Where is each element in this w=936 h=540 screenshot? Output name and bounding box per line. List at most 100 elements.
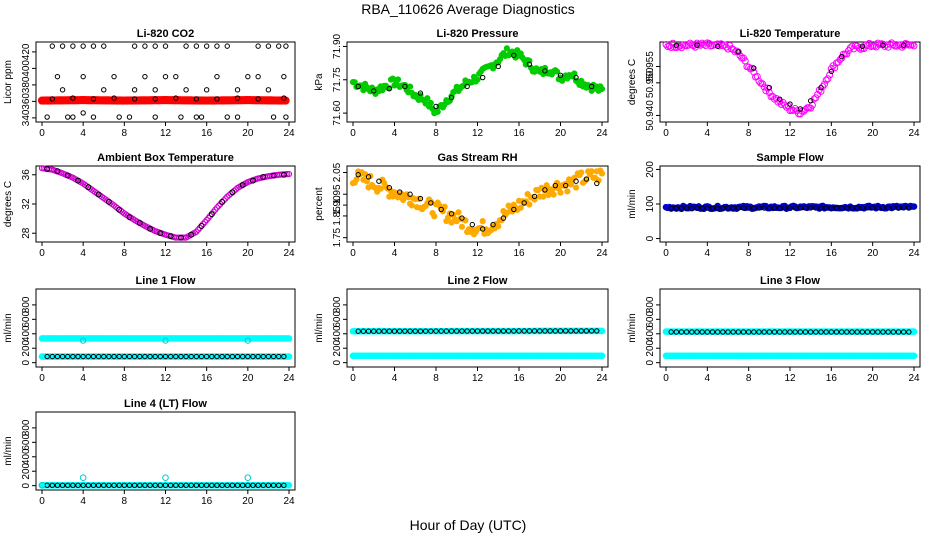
data-point — [428, 328, 434, 334]
data-point — [214, 43, 220, 49]
data-point — [766, 205, 773, 211]
x-tick-label: 8 — [433, 373, 439, 384]
data-point — [885, 329, 891, 335]
data-point — [490, 221, 496, 228]
data-point — [111, 353, 117, 360]
x-tick-label: 20 — [867, 373, 879, 384]
x-tick-label: 16 — [201, 496, 213, 507]
data-point — [178, 234, 184, 241]
data-point — [157, 482, 164, 489]
data-point — [598, 327, 606, 335]
y-tick-label: 400 — [21, 448, 32, 465]
data-point — [162, 337, 169, 344]
data-point — [824, 75, 832, 83]
data-point — [90, 353, 97, 360]
data-point — [386, 328, 393, 334]
data-point — [797, 329, 804, 335]
series-co2-valve-mid — [54, 73, 287, 93]
data-point — [203, 482, 210, 489]
y-tick-label: 36 — [21, 169, 32, 181]
data-point — [417, 90, 424, 96]
data-point — [448, 94, 455, 101]
data-point — [391, 328, 398, 334]
data-point — [594, 180, 600, 187]
data-point — [183, 353, 189, 360]
data-point — [776, 205, 783, 211]
x-tick-label: 20 — [242, 248, 254, 259]
data-point — [714, 43, 721, 49]
data-point — [234, 482, 241, 489]
data-point — [201, 218, 209, 226]
data-point — [80, 353, 86, 360]
data-point — [704, 205, 711, 211]
data-point — [583, 328, 590, 334]
data-point — [214, 73, 220, 80]
y-axis-label: Licor ppm — [3, 60, 14, 104]
data-point — [464, 328, 470, 334]
data-point — [890, 205, 897, 211]
data-point — [818, 85, 824, 91]
chart-title: Sample Flow — [756, 152, 824, 164]
data-point — [828, 329, 835, 335]
data-point — [776, 97, 784, 105]
data-point — [239, 182, 246, 188]
data-point — [59, 482, 66, 489]
x-tick-label: 12 — [160, 248, 172, 259]
data-point — [193, 114, 200, 120]
data-point — [173, 73, 179, 80]
data-point — [764, 84, 772, 92]
x-tick-label: 24 — [596, 248, 608, 259]
data-point — [157, 353, 164, 360]
data-point — [875, 329, 881, 335]
data-point — [355, 328, 361, 334]
data-point — [511, 206, 517, 213]
data-point — [424, 95, 431, 102]
data-point — [407, 328, 413, 334]
data-point — [906, 205, 912, 211]
x-tick-label: 24 — [283, 128, 295, 139]
y-tick-label: 71.75 — [332, 67, 343, 92]
data-point — [198, 114, 205, 120]
data-point — [49, 96, 55, 102]
data-point — [85, 353, 92, 360]
data-point — [365, 328, 372, 334]
data-point — [823, 329, 829, 335]
data-point — [500, 328, 507, 334]
data-point — [683, 205, 690, 211]
data-point — [668, 205, 674, 211]
data-point — [224, 482, 230, 489]
y-tick-label: 800 — [21, 419, 32, 436]
data-point — [704, 329, 711, 335]
x-tick-label: 8 — [122, 373, 128, 384]
y-tick-label: 71.60 — [332, 100, 343, 125]
data-point — [126, 114, 133, 120]
data-point — [386, 185, 393, 191]
data-point — [131, 87, 138, 93]
data-point — [588, 328, 595, 334]
chart-title: Li-820 Temperature — [740, 28, 841, 40]
x-tick-label: 8 — [433, 248, 439, 259]
chart-line4: Line 4 (LT) Flow 0 4 8 12 16 20 24 0 200400600800… — [3, 398, 296, 507]
data-point — [745, 329, 752, 335]
data-point — [880, 205, 886, 211]
data-point — [90, 96, 97, 102]
data-point — [65, 114, 71, 120]
x-tick-label: 4 — [705, 373, 711, 384]
y-tick-label: 50.940 — [645, 100, 656, 131]
data-point — [542, 328, 548, 334]
data-point — [676, 42, 684, 50]
data-point — [820, 80, 828, 88]
data-point — [137, 482, 143, 489]
data-point — [371, 88, 377, 94]
x-tick-label: 0 — [39, 496, 45, 507]
data-point — [469, 221, 476, 228]
x-tick-label: 4 — [80, 248, 86, 259]
x-tick-label: 12 — [160, 128, 172, 139]
data-point — [162, 482, 169, 489]
data-point — [583, 176, 590, 182]
data-point — [101, 482, 107, 489]
data-point — [910, 203, 918, 210]
series-ambient-hourly — [44, 166, 287, 241]
data-point — [594, 328, 600, 334]
data-point — [276, 482, 282, 489]
